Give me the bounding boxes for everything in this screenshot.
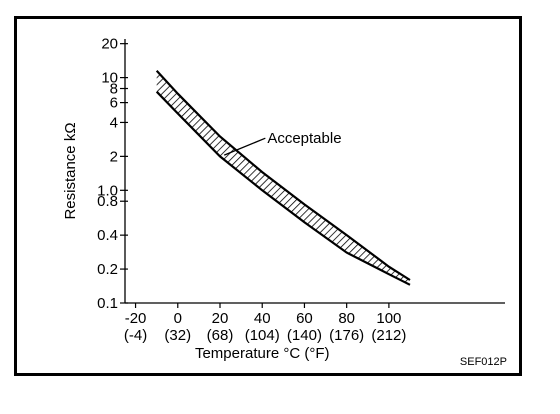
acceptable-band-upper-edge	[155, 70, 411, 281]
annotation-acceptable: Acceptable	[267, 130, 341, 147]
x-tick-label-fahrenheit: (104)	[245, 327, 280, 344]
x-ticks-group: -20(-4) 0(32) 20(68) 40(104) 60(140) 80(176) 1…	[124, 303, 406, 344]
x-tick-label-celsius: 80	[338, 310, 355, 327]
figure-code: SEF012P	[460, 356, 507, 368]
axes-group	[124, 39, 505, 304]
x-tick-label-celsius: 0	[174, 310, 182, 327]
x-tick-label-fahrenheit: (32)	[164, 327, 191, 344]
annotation-leader-line	[223, 137, 266, 156]
x-tick-label-celsius: 20	[212, 310, 229, 327]
y-tick-label: 0.1	[97, 295, 118, 312]
x-tick-label-fahrenheit: (-4)	[124, 327, 147, 344]
x-tick-label-fahrenheit: (140)	[287, 327, 322, 344]
y-tick-label: 2	[110, 148, 118, 165]
x-tick-label-fahrenheit: (176)	[329, 327, 364, 344]
y-tick-label: 0.8	[97, 193, 118, 210]
figure-frame: 0.1 0.2 0.4 0.8 1.0 2 4 6 8 10 20 -20 (-4) 0 (32) 20 (6…	[14, 16, 522, 376]
x-tick-label-celsius: -20	[125, 310, 147, 327]
acceptable-band-lower-edge	[155, 90, 411, 286]
y-tick-label: 4	[110, 114, 118, 131]
x-tick-label-fahrenheit: (212)	[371, 327, 406, 344]
y-tick-label: 0.2	[97, 261, 118, 278]
x-tick-label-celsius: 40	[254, 310, 271, 327]
y-tick-label: 0.4	[97, 227, 118, 244]
y-tick-label: 6	[110, 95, 118, 112]
y-tick-label: 1.0	[97, 182, 118, 199]
x-tick-label-celsius: 100	[376, 310, 401, 327]
y-tick-label: 10	[101, 70, 118, 87]
y-tick-label: 20	[101, 36, 118, 53]
x-tick-label-celsius: 60	[296, 310, 313, 327]
y-tick-label: 8	[110, 81, 118, 98]
x-axis-title: Temperature °C (°F)	[195, 345, 330, 362]
y-axis-title: Resistance kΩ	[62, 122, 79, 219]
x-tick-label-fahrenheit: (68)	[207, 327, 234, 344]
